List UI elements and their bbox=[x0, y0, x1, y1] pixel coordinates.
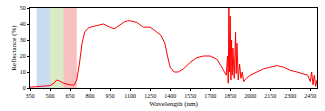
svg-text:Reflectance (%): Reflectance (%) bbox=[10, 25, 18, 71]
svg-text:2450: 2450 bbox=[304, 93, 316, 99]
svg-text:2300: 2300 bbox=[284, 93, 296, 99]
svg-text:20: 20 bbox=[20, 53, 26, 59]
svg-text:500: 500 bbox=[46, 93, 55, 99]
svg-text:10: 10 bbox=[20, 69, 26, 75]
svg-text:950: 950 bbox=[106, 93, 115, 99]
svg-text:2000: 2000 bbox=[244, 93, 256, 99]
svg-text:Wavelength (nm): Wavelength (nm) bbox=[149, 100, 198, 108]
svg-text:50: 50 bbox=[20, 5, 26, 11]
svg-text:0: 0 bbox=[23, 85, 26, 91]
svg-text:1250: 1250 bbox=[144, 93, 156, 99]
svg-text:350: 350 bbox=[26, 93, 35, 99]
svg-text:30: 30 bbox=[20, 37, 26, 43]
svg-text:2150: 2150 bbox=[264, 93, 276, 99]
svg-text:1700: 1700 bbox=[204, 93, 216, 99]
svg-text:650: 650 bbox=[66, 93, 75, 99]
svg-text:1850: 1850 bbox=[224, 93, 236, 99]
svg-text:40: 40 bbox=[20, 21, 26, 27]
svg-text:800: 800 bbox=[86, 93, 95, 99]
svg-text:1100: 1100 bbox=[124, 93, 136, 99]
svg-text:1400: 1400 bbox=[164, 93, 176, 99]
svg-text:1550: 1550 bbox=[184, 93, 196, 99]
